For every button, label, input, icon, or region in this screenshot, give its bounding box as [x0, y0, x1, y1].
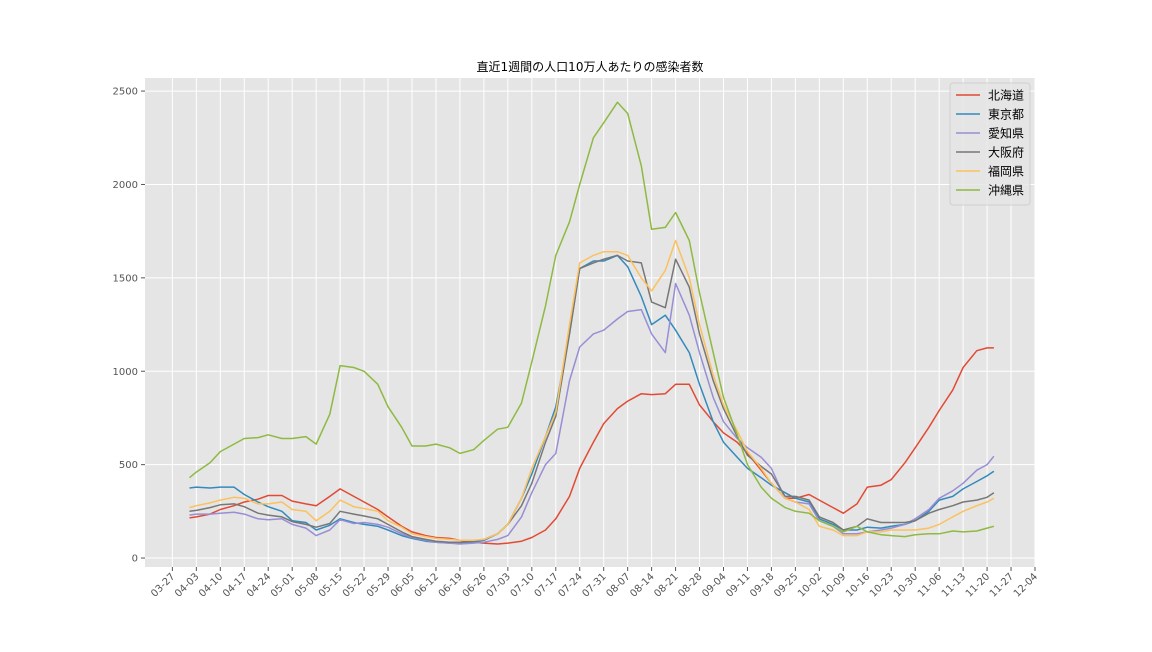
x-tick-label: 05-22	[341, 571, 369, 599]
x-tick-label: 03-27	[149, 571, 177, 599]
x-tick-label: 06-12	[413, 571, 441, 599]
x-tick-label: 11-13	[940, 571, 968, 599]
legend-label: 東京都	[988, 108, 1024, 122]
x-tick-label: 10-16	[844, 571, 872, 599]
plot-area	[145, 78, 1035, 567]
series-line	[189, 254, 995, 544]
x-tick-label: 07-31	[580, 571, 608, 599]
x-tick-label: 04-17	[221, 571, 249, 599]
x-tick-label: 10-09	[820, 571, 848, 599]
x-tick-label: 06-26	[461, 571, 489, 599]
x-tick-label: 09-04	[700, 571, 728, 599]
x-tick-label: 06-05	[389, 571, 417, 599]
legend-label: 北海道	[988, 88, 1024, 103]
y-tick-label: 500	[119, 460, 138, 471]
x-tick-label: 10-23	[868, 571, 896, 599]
x-tick-label: 04-24	[245, 571, 273, 599]
x-tick-label: 09-18	[748, 571, 776, 599]
chart-title: 直近1週間の人口10万人あたりの感染者数	[477, 59, 704, 74]
x-tick-label: 05-29	[365, 571, 393, 599]
x-tick-label: 09-25	[772, 571, 800, 599]
x-tick-label: 10-02	[796, 571, 824, 599]
x-tick-label: 07-10	[509, 571, 537, 599]
y-tick-label: 0	[132, 554, 138, 565]
y-tick-label: 1000	[113, 367, 138, 378]
x-tick-label: 06-19	[437, 571, 465, 599]
x-tick-label: 11-20	[964, 571, 992, 599]
series-line	[189, 239, 995, 542]
x-tick-label: 07-24	[557, 571, 585, 599]
x-tick-label: 09-11	[724, 571, 752, 599]
legend-label: 福岡県	[988, 164, 1024, 179]
x-tick-label: 12-04	[1012, 571, 1040, 599]
series-line	[189, 254, 995, 543]
x-tick-label: 08-07	[604, 571, 632, 599]
x-tick-label: 04-03	[173, 571, 201, 599]
y-tick-label: 2500	[113, 87, 138, 98]
x-tick-label: 08-28	[676, 571, 704, 599]
x-tick-label: 04-10	[197, 571, 225, 599]
legend-label: 大阪府	[988, 145, 1024, 160]
x-tick-label: 11-06	[916, 571, 944, 599]
x-tick-label: 08-14	[628, 571, 656, 599]
x-tick-label: 08-21	[652, 571, 680, 599]
series-line	[189, 101, 995, 538]
x-tick-label: 07-17	[533, 571, 561, 599]
y-tick-label: 1500	[113, 273, 138, 284]
x-tick-label: 10-30	[892, 571, 920, 599]
x-tick-label: 05-15	[317, 571, 345, 599]
x-tick-label: 07-03	[485, 571, 513, 599]
series-line	[189, 347, 994, 545]
legend-label: 沖縄県	[988, 183, 1024, 198]
x-tick-label: 11-27	[988, 571, 1016, 599]
legend-label: 愛知県	[988, 127, 1024, 141]
y-tick-label: 2000	[113, 180, 138, 191]
x-tick-label: 05-01	[269, 571, 297, 599]
x-tick-label: 05-08	[293, 571, 321, 599]
